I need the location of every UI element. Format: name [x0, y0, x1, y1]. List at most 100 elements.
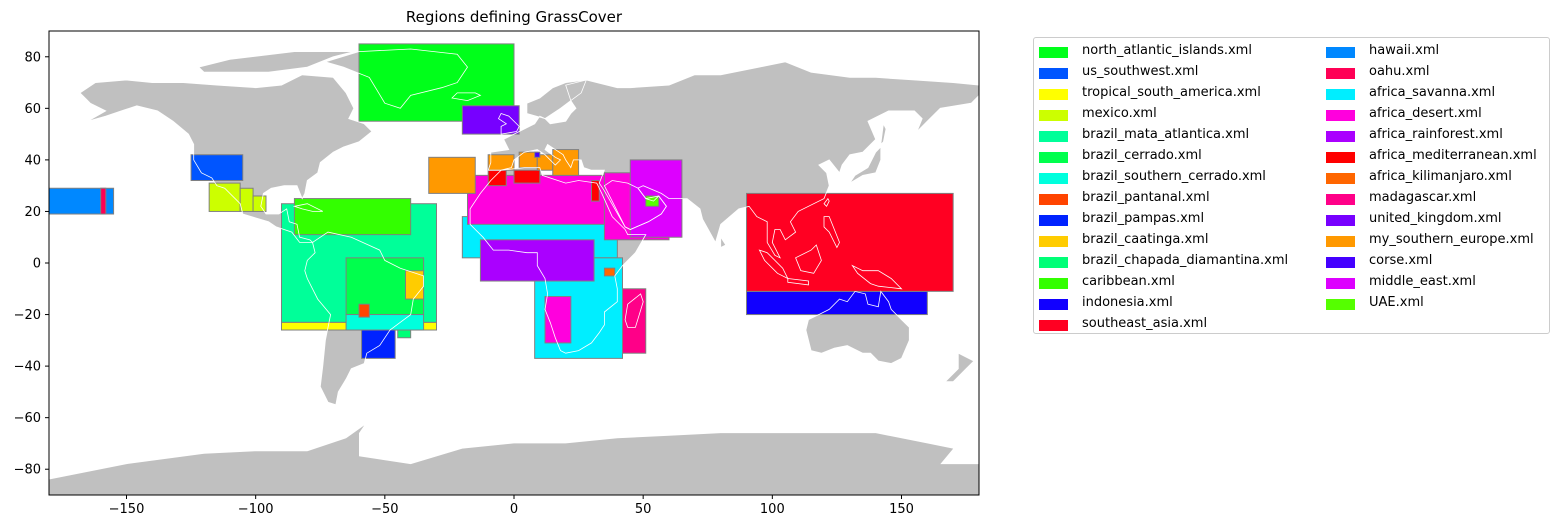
legend-label: africa_mediterranean.xml	[1369, 148, 1537, 163]
coastline-north-america	[79, 74, 373, 243]
legend-label: corse.xml	[1369, 253, 1433, 268]
coastline-borneo	[795, 244, 822, 274]
legend-swatch	[1326, 278, 1355, 289]
legend-swatch	[1326, 110, 1355, 121]
land-sakhalin	[880, 123, 886, 145]
region-my-southern-europe-box-5	[552, 149, 580, 176]
legend-swatch	[1039, 236, 1068, 247]
legend-swatch	[1039, 152, 1068, 163]
legend-swatch	[1039, 131, 1068, 142]
legend-swatch	[1039, 278, 1068, 289]
legend-label: mexico.xml	[1082, 106, 1157, 121]
legend-swatch	[1326, 131, 1355, 142]
legend-label: hawaii.xml	[1369, 43, 1440, 58]
legend-label: africa_kilimanjaro.xml	[1369, 169, 1512, 184]
y-tick-label: −40	[14, 360, 41, 375]
legend-label: united_kingdom.xml	[1369, 211, 1502, 226]
legend-label: madagascar.xml	[1369, 190, 1477, 205]
y-tick-label: 40	[24, 153, 41, 168]
legend-swatch	[1039, 320, 1068, 331]
legend-swatch	[1039, 194, 1068, 205]
legend-swatch	[1326, 152, 1355, 163]
legend-swatch	[1039, 215, 1068, 226]
land-new-zealand	[945, 353, 974, 382]
legend-swatch	[1326, 194, 1355, 205]
region-brazil-chapada-diamantina-box-1	[397, 329, 412, 339]
x-tick-label: 100	[760, 502, 785, 517]
legend-label: africa_desert.xml	[1369, 106, 1482, 121]
legend-swatch	[1039, 68, 1068, 79]
coastline-scandinavia-cap	[526, 79, 587, 120]
legend-label: africa_rainforest.xml	[1369, 127, 1503, 142]
region-mexico-box-1	[208, 182, 241, 212]
coastline-japan	[849, 146, 882, 184]
legend-swatch	[1326, 215, 1355, 226]
region-us-southwest-box-1	[190, 154, 244, 182]
region-southeast-asia-box-1	[746, 192, 954, 292]
legend-label: brazil_cerrado.xml	[1082, 148, 1202, 163]
coastline-madagascar-island	[624, 293, 644, 328]
x-tick-label: 150	[889, 502, 914, 517]
y-tick-label: −60	[14, 411, 41, 426]
land-arctic-islands	[198, 51, 354, 73]
legend-label: southeast_asia.xml	[1082, 316, 1208, 331]
coastline-sakhalin	[880, 122, 887, 146]
legend-label: brazil_pantanal.xml	[1082, 190, 1210, 205]
legend-swatch	[1039, 110, 1068, 121]
coastline-taiwan	[823, 197, 830, 207]
coastline-arctic-islands	[198, 51, 354, 73]
region-brazil-pampas-box-1	[361, 329, 396, 359]
y-tick-label: 60	[24, 102, 41, 117]
legend-label: africa_savanna.xml	[1369, 85, 1496, 100]
x-axis: −150 −100 −50 0 50 100 150	[109, 495, 914, 517]
y-tick-label: 0	[33, 257, 41, 272]
region-mexico-box-3	[252, 195, 267, 212]
coastline-new-zealand	[944, 352, 975, 383]
legend-swatch	[1039, 257, 1068, 268]
region-my-southern-europe-box-1	[428, 156, 476, 194]
legend-label: oahu.xml	[1369, 64, 1430, 79]
land-antarctica	[49, 425, 979, 495]
x-tick-label: 0	[510, 502, 518, 517]
region-africa-mediterranean-box-3	[591, 180, 600, 202]
legend-swatch	[1326, 257, 1355, 268]
legend-swatch	[1326, 47, 1355, 58]
region-corse-box-1	[534, 151, 541, 158]
y-tick-label: −20	[14, 308, 41, 323]
legend-label: my_southern_europe.xml	[1369, 232, 1534, 247]
region-brazil-pantanal-box-1	[358, 303, 370, 318]
coastline-sri-lanka	[720, 235, 727, 249]
legend-swatch	[1326, 173, 1355, 184]
region-madagascar-box-1	[622, 288, 647, 354]
legend-label: brazil_pampas.xml	[1082, 211, 1205, 226]
region-caribbean-box-1	[293, 198, 412, 236]
region-brazil-southern-cerrado-box-1	[345, 314, 425, 331]
legend-label: indonesia.xml	[1082, 295, 1173, 310]
coastline-arabia	[603, 180, 667, 230]
coastline-philippines	[823, 216, 840, 249]
legend-swatch	[1326, 89, 1355, 100]
land-eurasia	[488, 61, 979, 258]
region-UAE-box-1	[645, 195, 660, 207]
x-tick-label: −50	[371, 502, 398, 517]
region-africa-kilimanjaro-box-1	[603, 267, 616, 277]
y-tick-label: −80	[14, 463, 41, 478]
legend-swatch	[1039, 173, 1068, 184]
y-axis: 80 60 40 20 0 −20 −40 −60 −80	[14, 50, 49, 478]
legend-swatch	[1039, 299, 1068, 310]
y-tick-label: 80	[24, 50, 41, 65]
region-oahu-box-1	[100, 187, 107, 215]
x-tick-label: −150	[109, 502, 145, 517]
legend-swatch	[1326, 236, 1355, 247]
legend-swatch	[1039, 89, 1068, 100]
legend-swatch	[1326, 299, 1355, 310]
region-africa-mediterranean-box-1	[487, 169, 507, 187]
coastline-new-guinea	[851, 264, 903, 290]
x-tick-label: −100	[238, 502, 274, 517]
coastline-greenland	[323, 48, 468, 109]
coastline-south-america	[304, 231, 425, 406]
coastline-uk-island	[497, 113, 520, 135]
legend-swatch	[1039, 47, 1068, 58]
legend-label: brazil_caatinga.xml	[1082, 232, 1209, 247]
